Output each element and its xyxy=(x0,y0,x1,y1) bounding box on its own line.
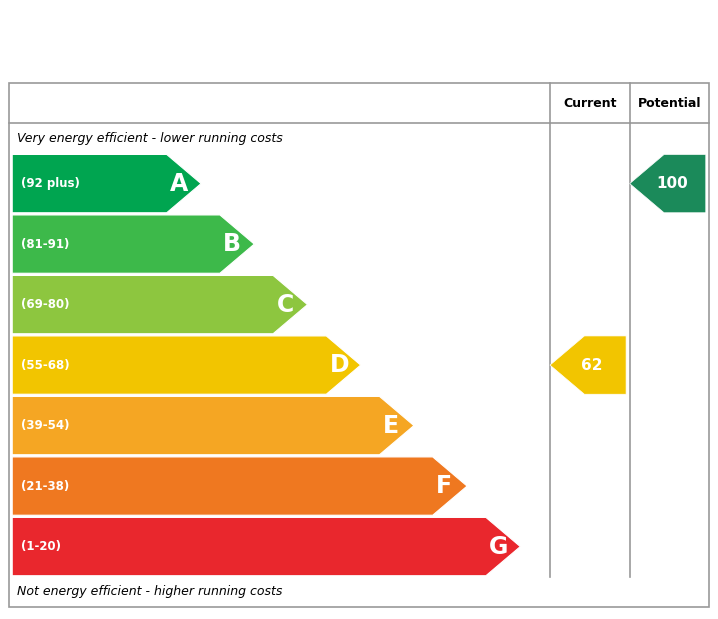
Text: D: D xyxy=(330,353,350,377)
Text: Energy Efficiency Rating: Energy Efficiency Rating xyxy=(18,20,478,53)
Text: Very energy efficient - lower running costs: Very energy efficient - lower running co… xyxy=(17,132,283,145)
Text: (21-38): (21-38) xyxy=(21,480,69,493)
Text: G: G xyxy=(490,535,509,558)
Text: C: C xyxy=(276,293,294,316)
Text: (39-54): (39-54) xyxy=(21,419,70,432)
Text: A: A xyxy=(170,171,188,196)
Polygon shape xyxy=(12,275,307,334)
Polygon shape xyxy=(12,155,201,213)
Text: (55-68): (55-68) xyxy=(21,358,70,371)
Text: (1-20): (1-20) xyxy=(21,540,61,553)
Text: (92 plus): (92 plus) xyxy=(21,177,80,190)
Polygon shape xyxy=(550,336,626,394)
Text: Not energy efficient - higher running costs: Not energy efficient - higher running co… xyxy=(17,586,283,599)
Polygon shape xyxy=(12,396,414,455)
Polygon shape xyxy=(12,215,254,273)
Text: F: F xyxy=(436,474,452,498)
Polygon shape xyxy=(12,517,521,576)
Text: (81-91): (81-91) xyxy=(21,238,69,251)
Polygon shape xyxy=(630,155,706,213)
Text: Current: Current xyxy=(563,97,617,110)
Text: (69-80): (69-80) xyxy=(21,298,70,311)
Text: E: E xyxy=(383,413,399,438)
Polygon shape xyxy=(12,457,467,515)
Text: 100: 100 xyxy=(656,176,688,191)
Text: B: B xyxy=(223,232,241,256)
Text: Potential: Potential xyxy=(638,97,701,110)
Text: 62: 62 xyxy=(582,358,602,373)
Polygon shape xyxy=(12,336,360,394)
